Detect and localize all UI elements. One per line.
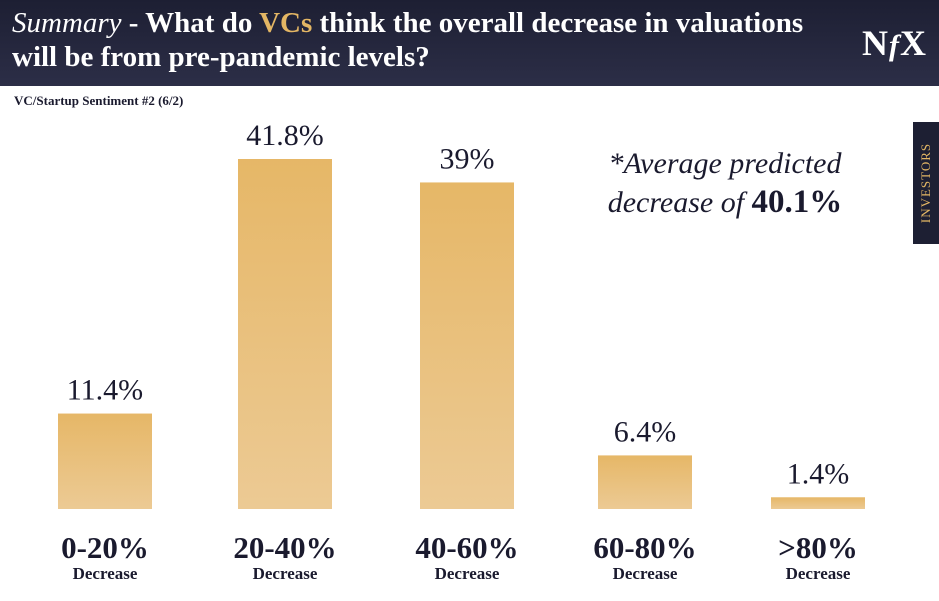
- title-lead: Summary: [12, 7, 122, 39]
- header-banner: Summary - What do VCs think the overall …: [0, 0, 939, 86]
- annotation-line1: *Average predicted: [608, 147, 842, 180]
- bar-value-label-0: 11.4%: [67, 374, 143, 407]
- category-label-4: >80%: [778, 530, 858, 565]
- logo-left: N: [862, 23, 889, 63]
- investors-side-tab: INVESTORS: [913, 122, 939, 244]
- category-sublabel-1: Decrease: [253, 564, 318, 583]
- category-label-2: 40-60%: [415, 530, 518, 565]
- category-label-0: 0-20%: [61, 530, 149, 565]
- annotation-line2-prefix: decrease of: [607, 186, 752, 219]
- category-label-1: 20-40%: [233, 530, 336, 565]
- bar-3: [598, 455, 692, 509]
- category-sublabel-3: Decrease: [613, 564, 678, 583]
- category-sublabel-4: Decrease: [786, 564, 851, 583]
- logo-mid: f: [889, 29, 900, 62]
- logo-right: X: [900, 23, 927, 63]
- bar-2: [420, 182, 514, 509]
- average-annotation: *Average predicted decrease of 40.1%: [585, 145, 865, 222]
- bar-1: [238, 159, 332, 509]
- category-sublabel-0: Decrease: [73, 564, 138, 583]
- bar-value-label-4: 1.4%: [787, 457, 850, 490]
- category-sublabel-2: Decrease: [435, 564, 500, 583]
- title-sep: - What do: [121, 7, 260, 39]
- survey-subtitle: VC/Startup Sentiment #2 (6/2): [14, 93, 184, 108]
- title-highlight: VCs: [259, 7, 313, 39]
- bar-value-label-3: 6.4%: [614, 415, 677, 448]
- bar-value-label-2: 39%: [440, 142, 495, 175]
- title-rest: think the overall decrease in valuations…: [12, 7, 804, 73]
- annotation-value: 40.1%: [751, 184, 843, 220]
- category-label-3: 60-80%: [593, 530, 696, 565]
- bar-4: [771, 497, 865, 509]
- nfx-logo: NfX: [862, 22, 927, 64]
- bar-0: [58, 413, 152, 509]
- bar-value-label-1: 41.8%: [246, 119, 324, 152]
- page-title: Summary - What do VCs think the overall …: [12, 6, 842, 74]
